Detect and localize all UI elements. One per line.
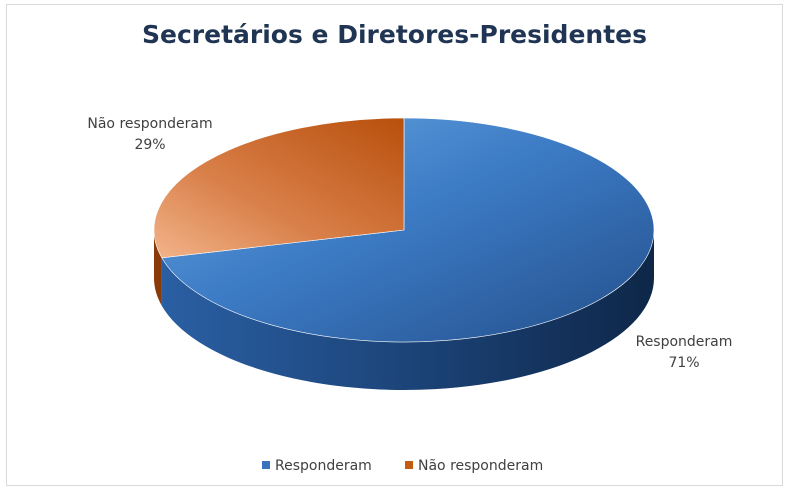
legend-label-responderam: Responderam [275,458,372,474]
legend: Responderam Não responderam [262,458,543,474]
data-label-name-nao-responderam: Não responderam [87,116,212,132]
legend-swatch-responderam [262,461,270,469]
legend-swatch-nao-responderam [405,461,413,469]
pie-slice-side-responderam [161,230,655,391]
pie-slice-responderam [161,117,655,343]
legend-label-nao-responderam: Não responderam [418,458,543,474]
pie-slice-nao-responderam [153,117,405,259]
data-label-value-nao-responderam: 29% [134,137,165,153]
data-label-value-responderam: 71% [668,355,699,371]
chart-title: Secretários e Diretores-Presidentes [142,20,647,49]
pie-slice-side-nao-responderam [154,230,162,306]
data-label-name-responderam: Responderam [636,334,733,350]
